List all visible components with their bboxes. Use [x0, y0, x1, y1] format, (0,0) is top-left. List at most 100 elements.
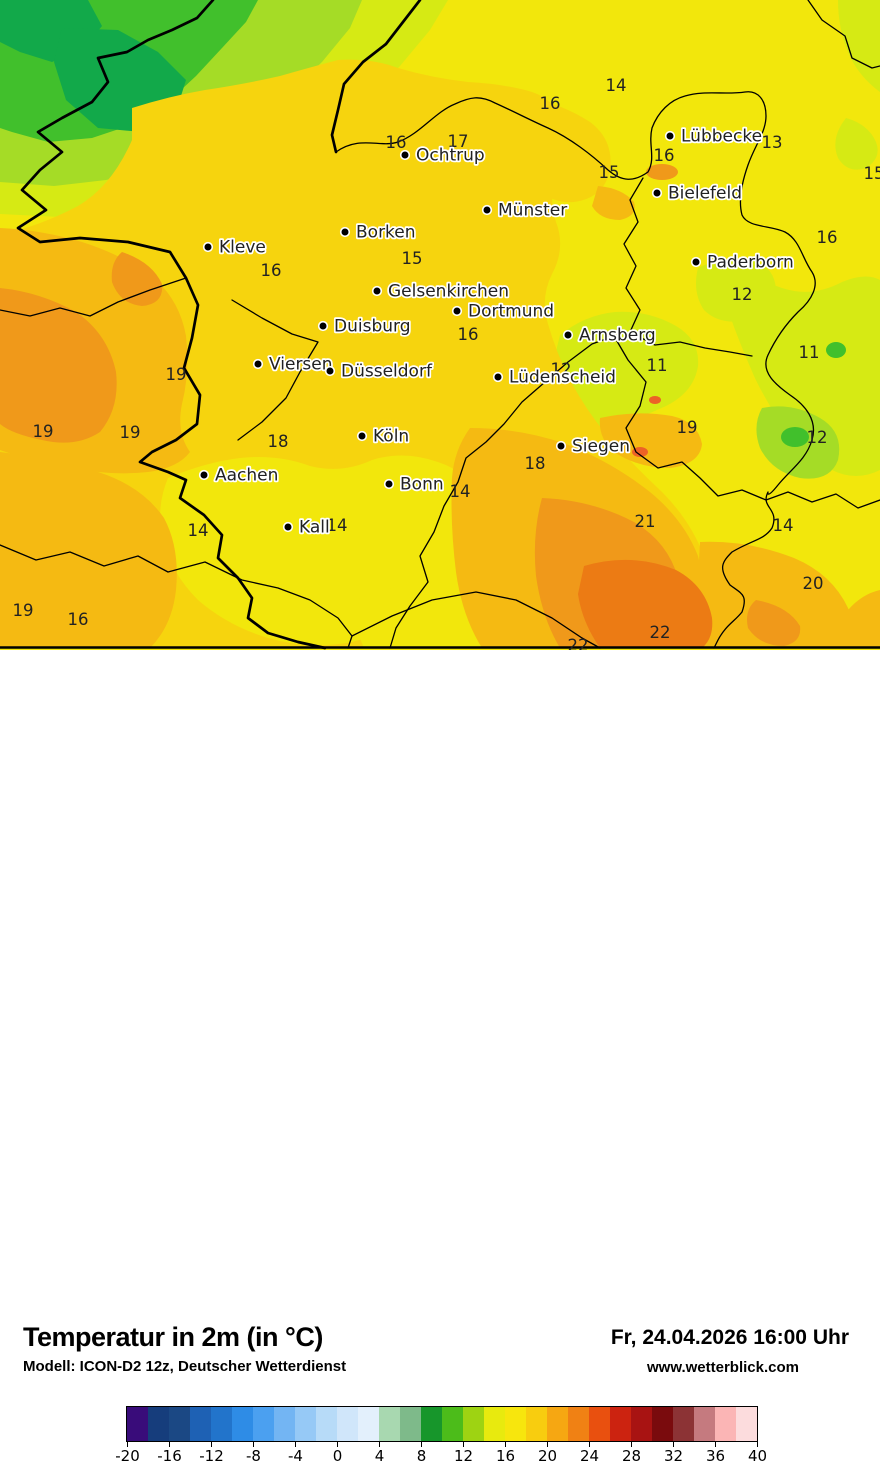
city-label: Borken — [356, 223, 416, 243]
legend-tick-label: 36 — [696, 1447, 736, 1465]
city-dot — [653, 189, 662, 198]
city-dot — [326, 367, 335, 376]
city-marker: Lüdenscheid — [494, 368, 616, 388]
city-dot — [564, 331, 573, 340]
legend-tick-label: 32 — [654, 1447, 694, 1465]
city-dot — [284, 523, 293, 532]
city-dot — [319, 322, 328, 331]
city-label: Paderborn — [707, 253, 794, 273]
legend-colorbar — [126, 1406, 758, 1442]
temp-label: 19 — [166, 365, 187, 384]
legend-tick-label: 40 — [738, 1447, 778, 1465]
legend-segment — [148, 1407, 169, 1441]
legend-segment — [211, 1407, 232, 1441]
temp-label: 14 — [188, 521, 209, 540]
temp-label: 11 — [799, 343, 820, 362]
city-label: Aachen — [215, 466, 278, 486]
temp-label: 16 — [261, 261, 282, 280]
city-label: Kleve — [219, 238, 266, 258]
legend-segment — [379, 1407, 400, 1441]
temp-label: 19 — [677, 418, 698, 437]
city-label: Bonn — [400, 475, 444, 495]
legend-segment — [526, 1407, 547, 1441]
city-label: Lübbecke — [681, 127, 762, 147]
temp-label: 16 — [654, 146, 675, 165]
legend-segment — [400, 1407, 421, 1441]
legend-tick-label: -20 — [108, 1447, 148, 1465]
legend-segment — [127, 1407, 148, 1441]
temp-label: 21 — [635, 512, 656, 531]
temp-label: 15 — [402, 249, 423, 268]
legend-tick-label: -8 — [234, 1447, 274, 1465]
city-marker: Lübbecke — [666, 127, 762, 147]
legend-segment — [715, 1407, 736, 1441]
city-label: Köln — [373, 427, 409, 447]
temp-label: 16 — [68, 610, 89, 629]
legend-tick-label: 4 — [360, 1447, 400, 1465]
legend-segment — [421, 1407, 442, 1441]
temp-label: 12 — [807, 428, 828, 447]
legend-segment — [736, 1407, 757, 1441]
temp-label: 12 — [732, 285, 753, 304]
terrain-layer — [0, 0, 880, 650]
city-dot — [494, 373, 503, 382]
temp-label: 13 — [762, 133, 783, 152]
legend-segment — [190, 1407, 211, 1441]
temp-label: 14 — [450, 482, 471, 501]
city-label: Duisburg — [334, 317, 411, 337]
city-dot — [385, 480, 394, 489]
website-link: www.wetterblick.com — [647, 1359, 799, 1376]
legend-tick-label: -4 — [276, 1447, 316, 1465]
city-dot — [341, 228, 350, 237]
legend-segment — [568, 1407, 589, 1441]
legend-segment — [253, 1407, 274, 1441]
legend-tick-label: 20 — [528, 1447, 568, 1465]
temp-label: 16 — [458, 325, 479, 344]
legend-segment — [547, 1407, 568, 1441]
legend-segment — [631, 1407, 652, 1441]
city-label: Bielefeld — [668, 184, 742, 204]
city-label: Münster — [498, 201, 567, 221]
legend-segment — [169, 1407, 190, 1441]
city-dot — [557, 442, 566, 451]
temp-label: 22 — [568, 636, 589, 650]
city-marker: Gelsenkirchen — [373, 282, 509, 302]
city-label: Lüdenscheid — [509, 368, 616, 388]
temp-label: 14 — [773, 516, 794, 535]
legend-segment — [589, 1407, 610, 1441]
model-info: Modell: ICON-D2 12z, Deutscher Wetterdie… — [23, 1358, 346, 1375]
legend-segment — [358, 1407, 379, 1441]
city-marker: Paderborn — [692, 253, 794, 273]
city-dot — [373, 287, 382, 296]
legend-tick-label: 16 — [486, 1447, 526, 1465]
city-dot — [483, 206, 492, 215]
city-label: Gelsenkirchen — [388, 282, 509, 302]
temp-label: 16 — [540, 94, 561, 113]
city-dot — [204, 243, 213, 252]
temp-label: 19 — [13, 601, 34, 620]
legend-segment — [316, 1407, 337, 1441]
legend-segment — [442, 1407, 463, 1441]
temp-label: 18 — [268, 432, 289, 451]
temp-label: 22 — [650, 623, 671, 642]
city-label: Viersen — [269, 355, 333, 375]
temp-label: 20 — [803, 574, 824, 593]
temp-label: 14 — [606, 76, 627, 95]
legend-tick-label: 8 — [402, 1447, 442, 1465]
legend-segment — [673, 1407, 694, 1441]
city-dot — [358, 432, 367, 441]
city-dot — [254, 360, 263, 369]
legend-tick-label: -16 — [150, 1447, 190, 1465]
city-label: Siegen — [572, 437, 630, 457]
city-label: Kall — [299, 518, 330, 538]
temp-label: 15 — [599, 163, 620, 182]
city-label: Düsseldorf — [341, 362, 433, 382]
legend-segment — [505, 1407, 526, 1441]
legend-segment — [610, 1407, 631, 1441]
legend-segment — [694, 1407, 715, 1441]
city-dot — [453, 307, 462, 316]
city-label: Ochtrup — [416, 146, 485, 166]
city-dot — [401, 151, 410, 160]
city-label: Arnsberg — [579, 326, 656, 346]
